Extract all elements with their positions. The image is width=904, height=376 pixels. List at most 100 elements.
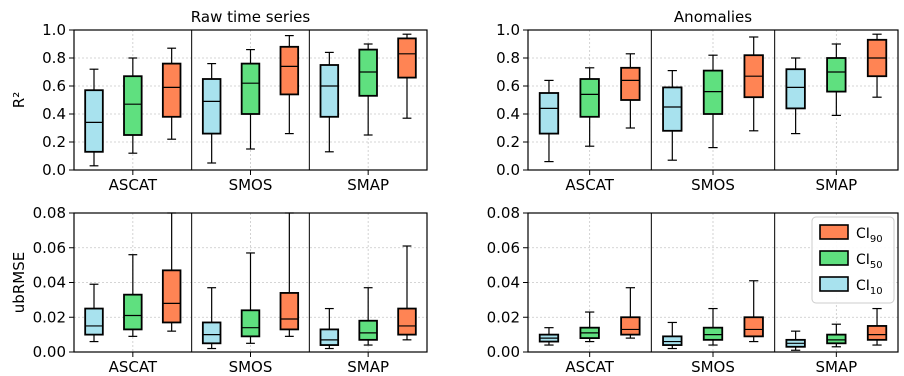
box-ci50-smos bbox=[240, 48, 261, 150]
y-tick-label: 0.02 bbox=[33, 308, 66, 326]
panel-bottom-right: 0.00 0.02 0.04 0.06 0.08 ASCAT SMOS SMAP bbox=[487, 204, 899, 376]
x-tick-label: SMAP bbox=[347, 358, 389, 376]
y-tick-label: 0.0 bbox=[496, 161, 520, 179]
box-ci90-smos bbox=[279, 34, 300, 135]
x-tick-label: SMOS bbox=[691, 358, 735, 376]
box-body bbox=[123, 293, 143, 331]
box-ci50-ascat bbox=[123, 57, 143, 154]
box-body bbox=[397, 37, 417, 79]
box-body bbox=[240, 62, 261, 115]
box-body bbox=[161, 269, 182, 324]
legend-label-base: CI bbox=[856, 252, 870, 268]
legend-label: CI10 bbox=[856, 278, 883, 297]
box-body bbox=[279, 45, 300, 96]
box-body bbox=[620, 66, 641, 101]
legend-label: CI50 bbox=[856, 252, 883, 271]
box-ci90-ascat bbox=[161, 47, 182, 140]
box-body bbox=[84, 89, 104, 153]
x-tick-label: ASCAT bbox=[565, 358, 614, 376]
box-ci10-smap bbox=[319, 307, 340, 350]
legend-swatch bbox=[819, 250, 849, 266]
x-tick-label: ASCAT bbox=[109, 358, 158, 376]
box-body bbox=[397, 307, 417, 336]
y-tick-label: 0.00 bbox=[487, 343, 520, 361]
y-tick-label: 0.4 bbox=[42, 105, 66, 123]
y-tick-label: 0.04 bbox=[487, 274, 520, 292]
y-tick-label: 0.8 bbox=[496, 49, 520, 67]
box-ci10-ascat bbox=[538, 79, 560, 163]
y-axis-label: ubRMSE bbox=[10, 252, 28, 313]
box-ci50-smos bbox=[702, 54, 724, 149]
box-body bbox=[702, 326, 724, 341]
box-ci50-smos bbox=[240, 252, 261, 344]
y-tick-label: 0.06 bbox=[33, 239, 66, 257]
box-body bbox=[358, 319, 378, 341]
box-ci90-ascat bbox=[620, 287, 641, 339]
box-ci50-smap bbox=[358, 287, 378, 346]
box-body bbox=[84, 307, 104, 336]
box-ci50-ascat bbox=[579, 311, 600, 343]
box-ci90-smos bbox=[743, 280, 764, 343]
y-tick-label: 0.00 bbox=[33, 343, 66, 361]
legend-label: CI90 bbox=[856, 226, 883, 245]
box-ci90-smos bbox=[743, 36, 764, 132]
panel-title: Anomalies bbox=[674, 8, 752, 26]
box-body bbox=[201, 321, 222, 345]
box-body bbox=[826, 57, 847, 93]
box-body bbox=[743, 316, 764, 338]
y-axis-label: R² bbox=[10, 92, 28, 108]
y-tick-label: 0.2 bbox=[496, 133, 520, 151]
box-body bbox=[579, 78, 600, 118]
box-ci10-ascat bbox=[84, 68, 104, 167]
box-ci10-smos bbox=[201, 62, 222, 164]
y-tick-label: 0.2 bbox=[42, 133, 66, 151]
panel-bottom-left: 0.00 0.02 0.04 0.06 0.08 ASCAT SMOS SMAP ubRMSE bbox=[10, 204, 428, 376]
box-ci50-smos bbox=[702, 307, 724, 346]
box-ci10-smos bbox=[662, 321, 683, 350]
box-ci90-smap bbox=[397, 245, 417, 341]
x-tick-label: ASCAT bbox=[565, 176, 614, 194]
box-ci50-smap bbox=[358, 43, 378, 136]
y-tick-label: 0.8 bbox=[42, 49, 66, 67]
box-ci90-ascat bbox=[620, 53, 641, 129]
box-ci90-smos bbox=[279, 212, 300, 337]
box-ci90-smap bbox=[397, 33, 417, 119]
x-tick-label: ASCAT bbox=[109, 176, 158, 194]
box-body bbox=[662, 335, 683, 346]
y-tick-label: 0.6 bbox=[496, 77, 520, 95]
y-tick-label: 1.0 bbox=[496, 21, 520, 39]
box-ci90-smap bbox=[866, 307, 888, 346]
box-body bbox=[538, 92, 560, 135]
x-tick-label: SMAP bbox=[815, 358, 857, 376]
box-ci90-smap bbox=[866, 33, 888, 98]
box-body bbox=[785, 68, 806, 110]
legend-label-subscript: 50 bbox=[870, 260, 883, 271]
box-ci10-ascat bbox=[538, 327, 560, 346]
y-tick-label: 0.08 bbox=[487, 204, 520, 222]
panel-title: Raw time series bbox=[191, 8, 311, 26]
panel-top-left: 0.0 0.2 0.4 0.6 0.8 1.0 ASCAT SMOS SMAP Raw time … bbox=[10, 8, 428, 194]
legend-swatch bbox=[819, 224, 849, 240]
y-tick-label: 0.6 bbox=[42, 77, 66, 95]
panel-top-right: 0.0 0.2 0.4 0.6 0.8 1.0 ASCAT SMOS SMAP Anomalies bbox=[496, 8, 899, 194]
box-body bbox=[702, 69, 724, 115]
x-tick-label: SMOS bbox=[229, 176, 273, 194]
y-tick-label: 0.04 bbox=[33, 274, 66, 292]
box-ci10-smap bbox=[785, 330, 806, 351]
box-body bbox=[358, 48, 378, 97]
box-ci10-smos bbox=[662, 69, 683, 161]
box-body bbox=[123, 75, 143, 136]
box-body bbox=[319, 328, 340, 346]
box-body bbox=[240, 309, 261, 338]
y-tick-label: 0.08 bbox=[33, 204, 66, 222]
box-body bbox=[161, 62, 182, 118]
legend-label-base: CI bbox=[856, 278, 870, 294]
box-body bbox=[620, 316, 641, 336]
legend-label-base: CI bbox=[856, 226, 870, 242]
box-ci50-smap bbox=[826, 43, 847, 117]
y-tick-label: 0.4 bbox=[496, 105, 520, 123]
box-ci90-ascat bbox=[161, 212, 182, 332]
box-ci10-smos bbox=[201, 287, 222, 350]
box-ci50-smap bbox=[826, 323, 847, 348]
